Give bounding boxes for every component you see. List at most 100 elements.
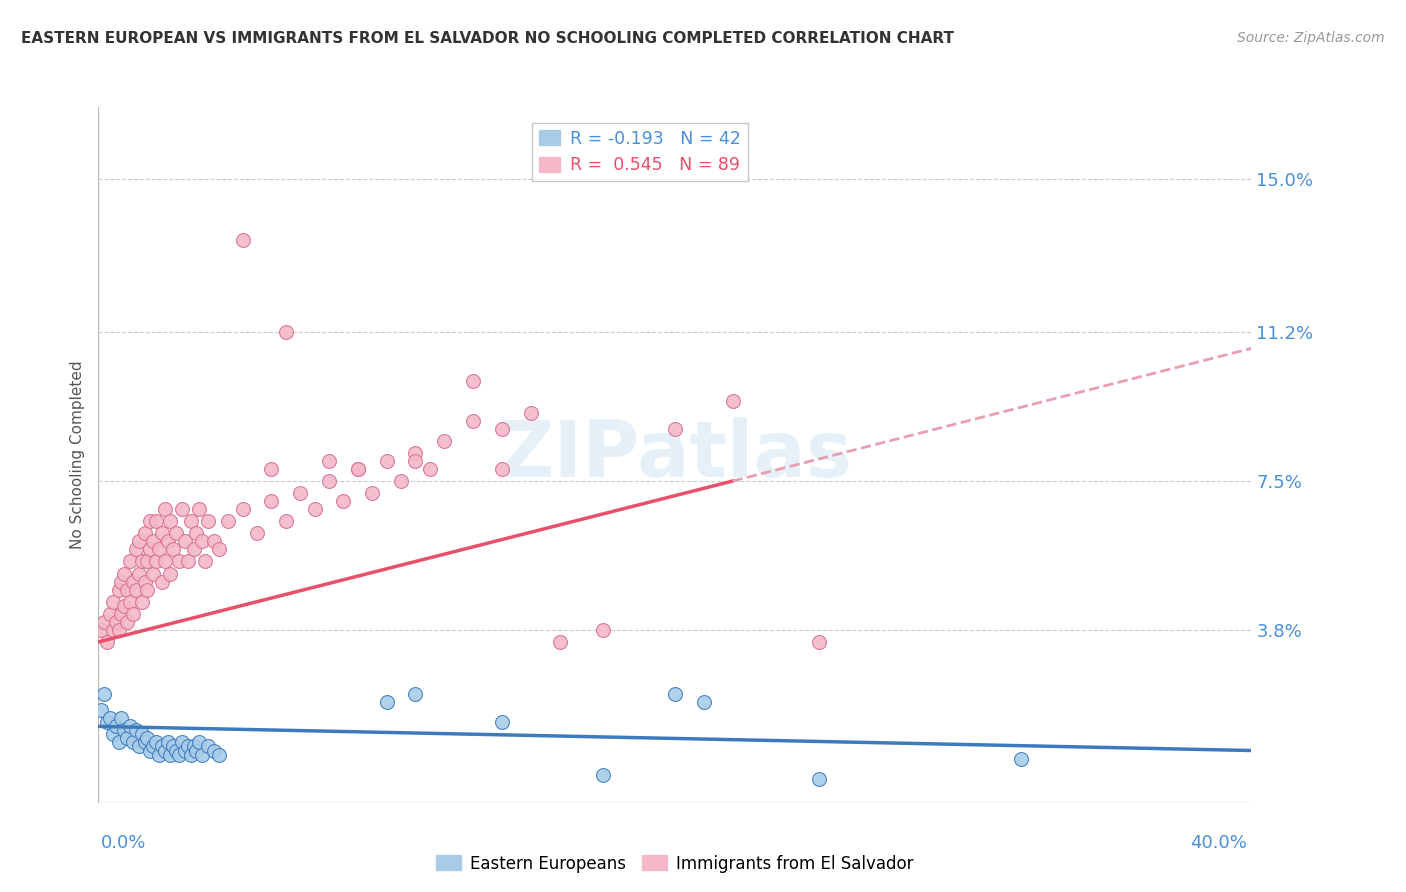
Point	[128, 534, 150, 549]
Point	[145, 735, 167, 749]
Point	[112, 599, 135, 613]
Point	[112, 566, 135, 581]
Point	[188, 502, 211, 516]
Point	[165, 526, 187, 541]
Point	[104, 719, 127, 733]
Text: Source: ZipAtlas.com: Source: ZipAtlas.com	[1237, 31, 1385, 45]
Point	[592, 767, 614, 781]
Point	[131, 554, 153, 568]
Point	[202, 743, 225, 757]
Point	[260, 494, 283, 508]
Point	[120, 719, 142, 733]
Point	[142, 739, 165, 754]
Point	[183, 739, 205, 754]
Point	[125, 542, 148, 557]
Point	[162, 542, 184, 557]
Point	[131, 595, 153, 609]
Point	[433, 434, 456, 448]
Point	[405, 687, 427, 701]
Point	[167, 554, 190, 568]
Point	[491, 422, 513, 436]
Point	[162, 739, 184, 754]
Point	[145, 514, 167, 528]
Point	[148, 542, 170, 557]
Point	[808, 772, 831, 786]
Point	[104, 615, 127, 629]
Point	[148, 747, 170, 762]
Point	[153, 554, 176, 568]
Point	[131, 727, 153, 741]
Point	[548, 635, 571, 649]
Point	[208, 542, 231, 557]
Point	[96, 715, 118, 730]
Point	[180, 514, 202, 528]
Point	[145, 554, 167, 568]
Point	[1010, 751, 1032, 765]
Point	[170, 502, 193, 516]
Legend: R = -0.193   N = 42, R =  0.545   N = 89: R = -0.193 N = 42, R = 0.545 N = 89	[533, 123, 748, 181]
Y-axis label: No Schooling Completed: No Schooling Completed	[70, 360, 86, 549]
Point	[134, 526, 156, 541]
Point	[98, 711, 121, 725]
Point	[117, 731, 139, 746]
Point	[165, 743, 187, 757]
Point	[375, 454, 398, 468]
Point	[186, 743, 208, 757]
Point	[128, 566, 150, 581]
Point	[419, 462, 441, 476]
Point	[110, 574, 132, 589]
Point	[491, 462, 513, 476]
Point	[136, 554, 159, 568]
Point	[90, 623, 112, 637]
Point	[260, 462, 283, 476]
Point	[96, 635, 118, 649]
Point	[405, 454, 427, 468]
Point	[389, 474, 412, 488]
Point	[125, 723, 148, 738]
Point	[139, 542, 162, 557]
Point	[332, 494, 354, 508]
Text: 40.0%: 40.0%	[1191, 834, 1247, 852]
Point	[142, 566, 165, 581]
Text: EASTERN EUROPEAN VS IMMIGRANTS FROM EL SALVADOR NO SCHOOLING COMPLETED CORRELATI: EASTERN EUROPEAN VS IMMIGRANTS FROM EL S…	[21, 31, 955, 46]
Point	[808, 635, 831, 649]
Point	[122, 735, 145, 749]
Point	[134, 574, 156, 589]
Point	[101, 595, 124, 609]
Point	[125, 582, 148, 597]
Point	[194, 554, 217, 568]
Point	[159, 747, 181, 762]
Point	[134, 735, 156, 749]
Point	[93, 615, 115, 629]
Point	[122, 574, 145, 589]
Point	[231, 233, 254, 247]
Point	[361, 486, 384, 500]
Point	[117, 615, 139, 629]
Legend: Eastern Europeans, Immigrants from El Salvador: Eastern Europeans, Immigrants from El Sa…	[430, 848, 920, 880]
Point	[274, 514, 297, 528]
Point	[304, 502, 326, 516]
Point	[128, 739, 150, 754]
Point	[150, 739, 173, 754]
Point	[120, 595, 142, 609]
Point	[153, 743, 176, 757]
Point	[491, 715, 513, 730]
Point	[721, 393, 744, 408]
Point	[318, 474, 340, 488]
Point	[274, 325, 297, 339]
Point	[183, 542, 205, 557]
Point	[156, 534, 179, 549]
Point	[167, 747, 190, 762]
Point	[461, 414, 484, 428]
Point	[346, 462, 368, 476]
Point	[122, 607, 145, 621]
Point	[461, 374, 484, 388]
Point	[170, 735, 193, 749]
Point	[101, 623, 124, 637]
Point	[159, 566, 181, 581]
Point	[217, 514, 239, 528]
Point	[375, 695, 398, 709]
Point	[202, 534, 225, 549]
Point	[101, 727, 124, 741]
Point	[107, 623, 129, 637]
